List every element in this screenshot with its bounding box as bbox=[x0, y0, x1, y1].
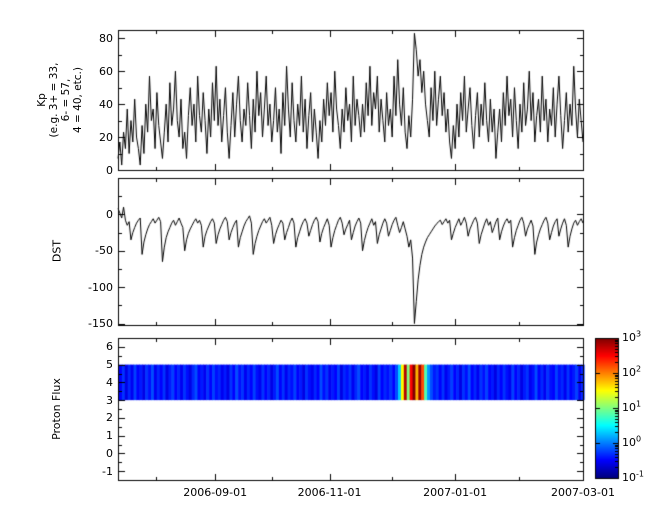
xtick-label: 2007-03-01 bbox=[551, 486, 615, 499]
colorbar-tick-label: 101 bbox=[622, 399, 642, 414]
dst-ytick-label: -50 bbox=[95, 244, 113, 258]
xtick-label: 2006-09-01 bbox=[183, 486, 248, 499]
dst-ytick-label: 0 bbox=[106, 207, 113, 221]
colorbar-tick-label: 100 bbox=[622, 434, 642, 449]
kp-ytick-label: 0 bbox=[106, 163, 113, 177]
colorbar-tick-label: 103 bbox=[622, 329, 642, 344]
proton_flux-ytick-label: 3 bbox=[106, 393, 113, 407]
proton-flux-axis-label: Proton Flux bbox=[50, 378, 63, 440]
kp-ytick-label: 60 bbox=[99, 64, 113, 78]
proton_flux-ytick-label: 5 bbox=[106, 358, 113, 372]
colorbar-tick-label: 102 bbox=[622, 364, 642, 379]
kp-ytick-label: 40 bbox=[99, 97, 113, 111]
xtick-label: 2007-01-01 bbox=[423, 486, 488, 499]
kp-ytick-label: 20 bbox=[99, 130, 113, 144]
proton_flux-ytick-label: -1 bbox=[102, 464, 113, 478]
proton_flux-ytick-label: 1 bbox=[106, 429, 113, 443]
colorbar-tick-label: 10-1 bbox=[622, 469, 644, 484]
dst-axis-label: DST bbox=[50, 239, 64, 263]
proton_flux-ytick-label: 6 bbox=[106, 340, 113, 354]
kp-ytick-label: 80 bbox=[99, 31, 113, 45]
dst-ytick-label: -100 bbox=[88, 280, 113, 294]
proton_flux-ytick-label: 4 bbox=[106, 375, 113, 389]
xtick-label: 2006-11-01 bbox=[297, 486, 362, 499]
kp-axis-label-line: Kp bbox=[36, 93, 48, 107]
proton_flux-ytick-label: 2 bbox=[106, 411, 113, 425]
kp-axis-label-line: (e.g. 3+ = 33, bbox=[48, 62, 60, 138]
proton_flux-ytick-label: 0 bbox=[106, 446, 113, 460]
dst-ytick-label: -150 bbox=[88, 317, 113, 331]
